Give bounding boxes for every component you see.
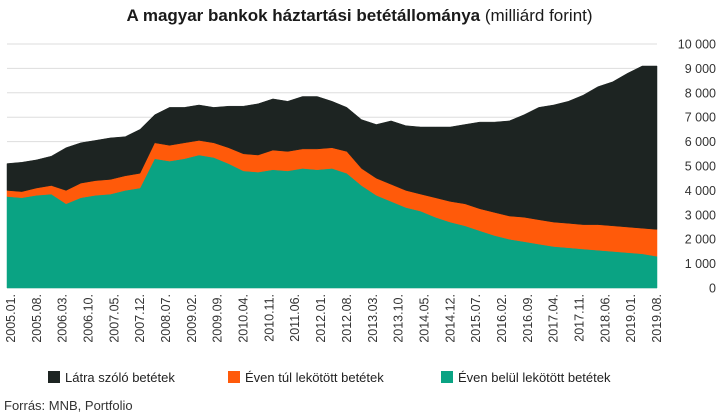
- x-tick-label: 2017.04.: [547, 294, 561, 343]
- x-tick-label: 2006.10.: [82, 294, 96, 343]
- legend-item-even-belul: Éven belül lekötött betétek: [441, 368, 611, 386]
- stacked-area-chart: 0 1 000 2 000 3 000 4 000 5 000 6 000 7 000 8 00…: [4, 38, 716, 343]
- x-axis-ticks: 2005.01. 2005.08. 2006.03. 2006.10. 2007.05.…: [4, 294, 664, 343]
- chart-title-unit: (milliárd forint): [484, 6, 593, 25]
- y-tick-label: 4 000: [685, 184, 716, 198]
- x-tick-label: 2007.05.: [107, 294, 121, 343]
- y-tick-label: 3 000: [685, 208, 716, 222]
- legend-swatch-black: [48, 371, 60, 383]
- x-tick-label: 2014.05.: [417, 294, 431, 343]
- legend-item-even-tul: Éven túl lekötött betétek: [228, 368, 384, 386]
- legend-label-latra: Látra szóló betétek: [65, 369, 175, 385]
- y-tick-label: 6 000: [685, 135, 716, 149]
- chart-title-main: A magyar bankok háztartási betétállomány…: [126, 6, 481, 25]
- legend-item-latra: Látra szóló betétek: [48, 368, 175, 386]
- x-tick-label: 2014.12.: [443, 294, 457, 343]
- x-tick-label: 2013.03.: [366, 294, 380, 343]
- x-tick-label: 2009.02.: [185, 294, 199, 343]
- x-tick-label: 2012.01.: [314, 294, 328, 343]
- x-tick-label: 2017.11.: [573, 294, 587, 342]
- y-axis-ticks: 0 1 000 2 000 3 000 4 000 5 000 6 000 7 000 8 00…: [678, 38, 716, 296]
- y-tick-label: 10 000: [678, 38, 716, 52]
- y-tick-label: 0: [709, 282, 716, 296]
- chart-title: A magyar bankok háztartási betétállomány…: [0, 6, 719, 26]
- x-tick-label: 2012.08.: [340, 294, 354, 343]
- y-tick-label: 5 000: [685, 160, 716, 174]
- x-tick-label: 2018.06.: [598, 294, 612, 343]
- x-tick-label: 2019.01.: [624, 294, 638, 343]
- x-tick-label: 2010.04.: [237, 294, 251, 343]
- x-tick-label: 2010.11.: [262, 294, 276, 342]
- legend-label-even-belul: Éven belül lekötött betétek: [458, 369, 611, 385]
- x-tick-label: 2011.06.: [288, 294, 302, 342]
- x-tick-label: 2007.12.: [133, 294, 147, 343]
- legend-swatch-orange: [228, 371, 240, 383]
- x-tick-label: 2019.08.: [650, 294, 664, 343]
- y-tick-label: 1 000: [685, 257, 716, 271]
- y-tick-label: 7 000: [685, 111, 716, 125]
- x-tick-label: 2006.03.: [56, 294, 70, 343]
- y-tick-label: 9 000: [685, 62, 716, 76]
- x-tick-label: 2005.08.: [30, 294, 44, 343]
- legend-swatch-green: [441, 371, 453, 383]
- x-tick-label: 2015.07.: [469, 294, 483, 343]
- x-tick-label: 2008.07.: [159, 294, 173, 343]
- area-series-2: [6, 65, 658, 230]
- x-tick-label: 2005.01.: [4, 294, 18, 343]
- x-tick-label: 2009.09.: [211, 294, 225, 343]
- legend-label-even-tul: Éven túl lekötött betétek: [245, 369, 384, 385]
- x-tick-label: 2016.09.: [521, 294, 535, 343]
- y-tick-label: 8 000: [685, 86, 716, 100]
- y-tick-label: 2 000: [685, 233, 716, 247]
- x-tick-label: 2016.02.: [495, 294, 509, 343]
- source-note: Forrás: MNB, Portfolio: [4, 398, 133, 413]
- x-tick-label: 2013.10.: [392, 294, 406, 343]
- area-series: [6, 65, 658, 289]
